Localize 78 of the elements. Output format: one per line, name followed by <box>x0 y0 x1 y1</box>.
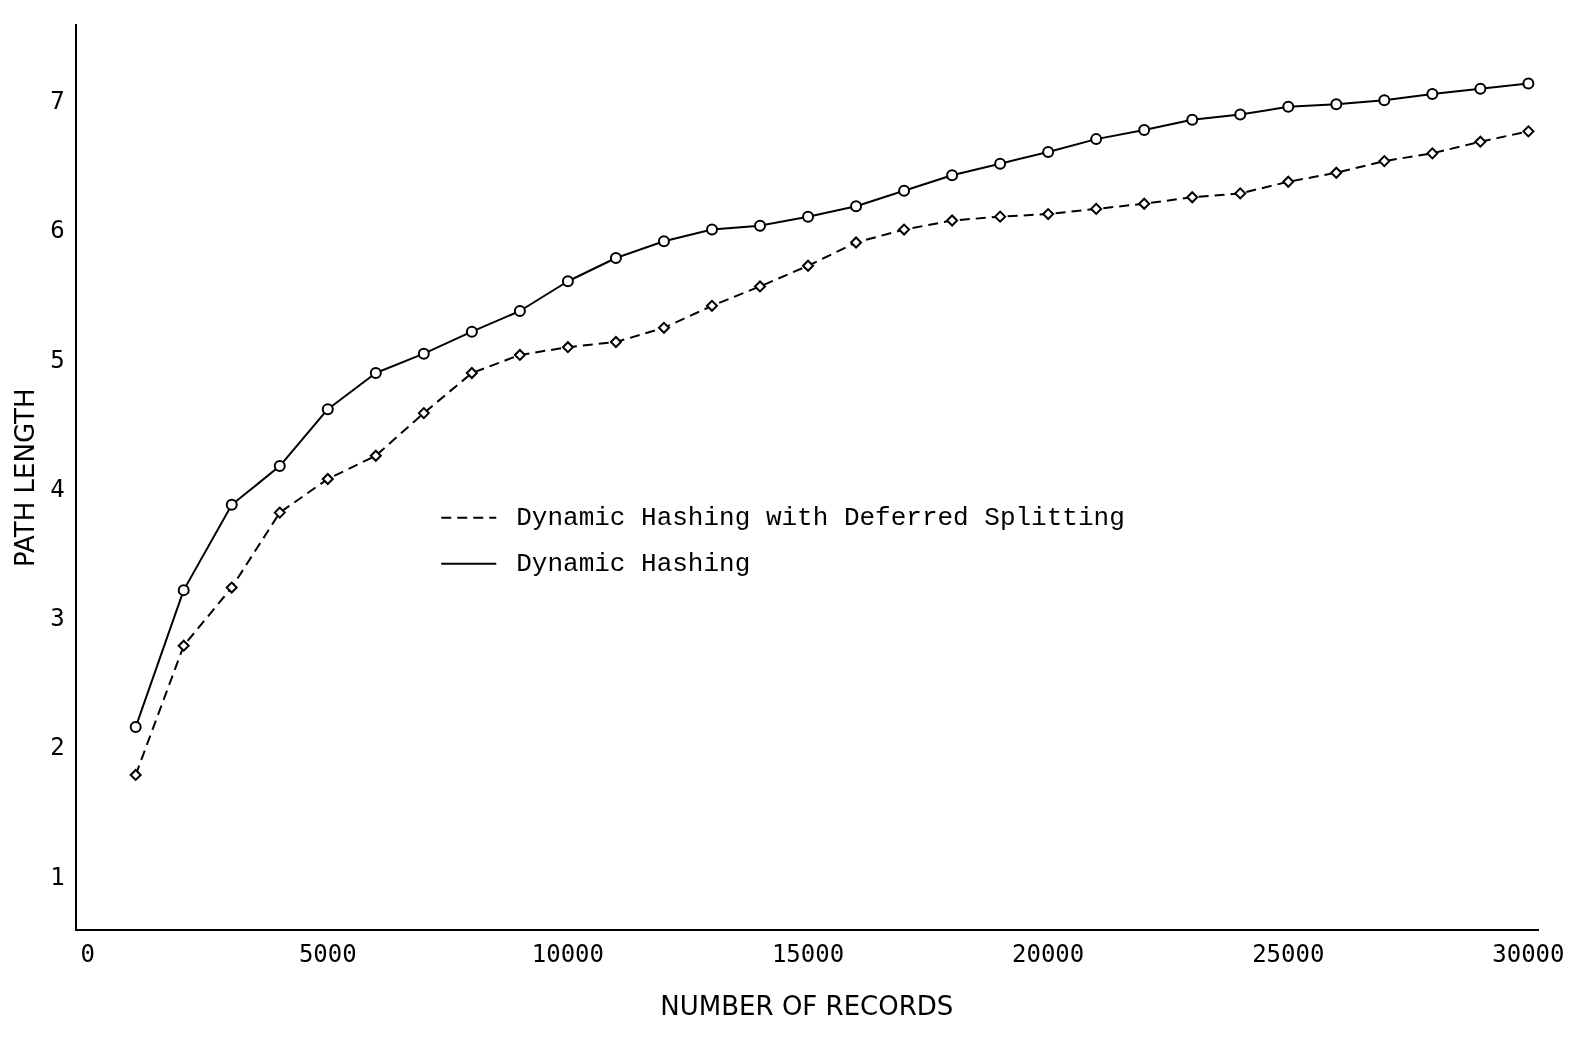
point <box>1426 87 1439 100</box>
x-tick-label: 10000 <box>531 939 605 968</box>
x-tick-label: 15000 <box>771 939 845 968</box>
point <box>850 200 863 213</box>
point <box>705 299 718 312</box>
y-tick-label: 2 <box>50 733 65 762</box>
point <box>657 235 670 248</box>
point <box>321 472 334 485</box>
point <box>1282 175 1295 188</box>
point <box>1426 147 1439 160</box>
point <box>946 169 959 182</box>
point <box>369 367 382 380</box>
point <box>898 184 911 197</box>
point <box>657 321 670 334</box>
point <box>946 214 959 227</box>
point <box>754 280 766 293</box>
point <box>225 498 238 511</box>
point <box>1282 100 1295 113</box>
x-tick-label: 30000 <box>1492 939 1565 968</box>
legend-label: Dynamic Hashing with Deferred Splitting <box>516 502 1125 533</box>
point <box>609 252 622 265</box>
point <box>1330 98 1343 111</box>
point <box>1474 82 1487 95</box>
point <box>369 449 382 462</box>
point <box>321 403 334 416</box>
point <box>417 407 430 420</box>
point <box>465 367 478 380</box>
point <box>465 325 478 338</box>
point <box>273 506 286 519</box>
point <box>850 236 863 249</box>
point <box>1042 146 1055 159</box>
y-tick-label: 4 <box>50 474 65 503</box>
point <box>1186 191 1199 204</box>
point <box>1378 155 1391 168</box>
x-tick-label: 0 <box>80 939 95 968</box>
y-tick-label: 7 <box>50 87 65 116</box>
point <box>561 275 574 288</box>
point <box>754 219 766 232</box>
point <box>129 768 142 781</box>
point <box>609 336 622 349</box>
point <box>1522 125 1535 138</box>
point <box>1090 133 1103 146</box>
y-tick-label: 1 <box>50 862 65 891</box>
point <box>1138 124 1151 137</box>
point <box>1042 208 1055 221</box>
point <box>1234 108 1247 121</box>
point <box>1138 197 1151 210</box>
point <box>1522 77 1535 90</box>
point <box>994 157 1007 170</box>
point <box>1378 94 1391 107</box>
point <box>1234 187 1247 200</box>
point <box>177 639 190 652</box>
y-tick-label: 6 <box>50 216 65 245</box>
point <box>177 584 190 597</box>
point <box>1090 202 1103 215</box>
point <box>1330 166 1343 179</box>
y-tick-label: 3 <box>50 604 65 633</box>
point <box>561 341 574 354</box>
point <box>129 721 142 734</box>
point <box>1474 135 1487 148</box>
point <box>994 210 1007 223</box>
point <box>273 460 286 473</box>
point <box>1186 113 1199 126</box>
point <box>802 210 815 223</box>
point <box>898 223 911 236</box>
x-tick-label: 25000 <box>1252 939 1325 968</box>
point <box>225 581 238 594</box>
x-tick-label: 5000 <box>298 939 357 968</box>
legend-label: Dynamic Hashing <box>516 548 751 579</box>
point <box>513 348 526 361</box>
y-tick-label: 5 <box>50 345 65 374</box>
x-tick-label: 20000 <box>1012 939 1085 968</box>
point <box>802 259 815 272</box>
point <box>417 347 430 360</box>
point <box>705 223 718 236</box>
point <box>513 305 526 317</box>
x-axis-title: NUMBER OF RECORDS <box>660 991 954 1022</box>
y-axis-title: PATH LENGTH <box>10 388 41 567</box>
